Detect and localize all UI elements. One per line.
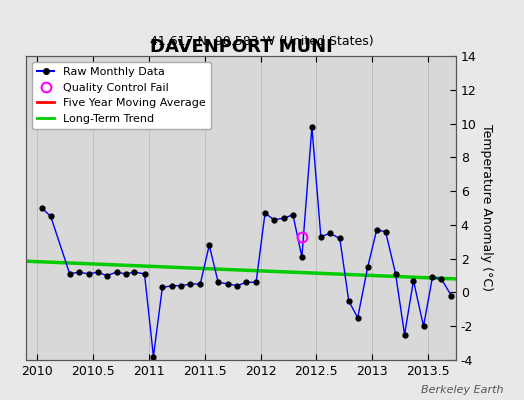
Text: 41.617 N, 90.583 W (United States): 41.617 N, 90.583 W (United States) (150, 36, 374, 48)
Y-axis label: Temperature Anomaly (°C): Temperature Anomaly (°C) (481, 124, 493, 292)
Text: Berkeley Earth: Berkeley Earth (421, 385, 503, 395)
Legend: Raw Monthly Data, Quality Control Fail, Five Year Moving Average, Long-Term Tren: Raw Monthly Data, Quality Control Fail, … (32, 62, 211, 129)
Title: DAVENPORT MUNI: DAVENPORT MUNI (150, 38, 332, 56)
